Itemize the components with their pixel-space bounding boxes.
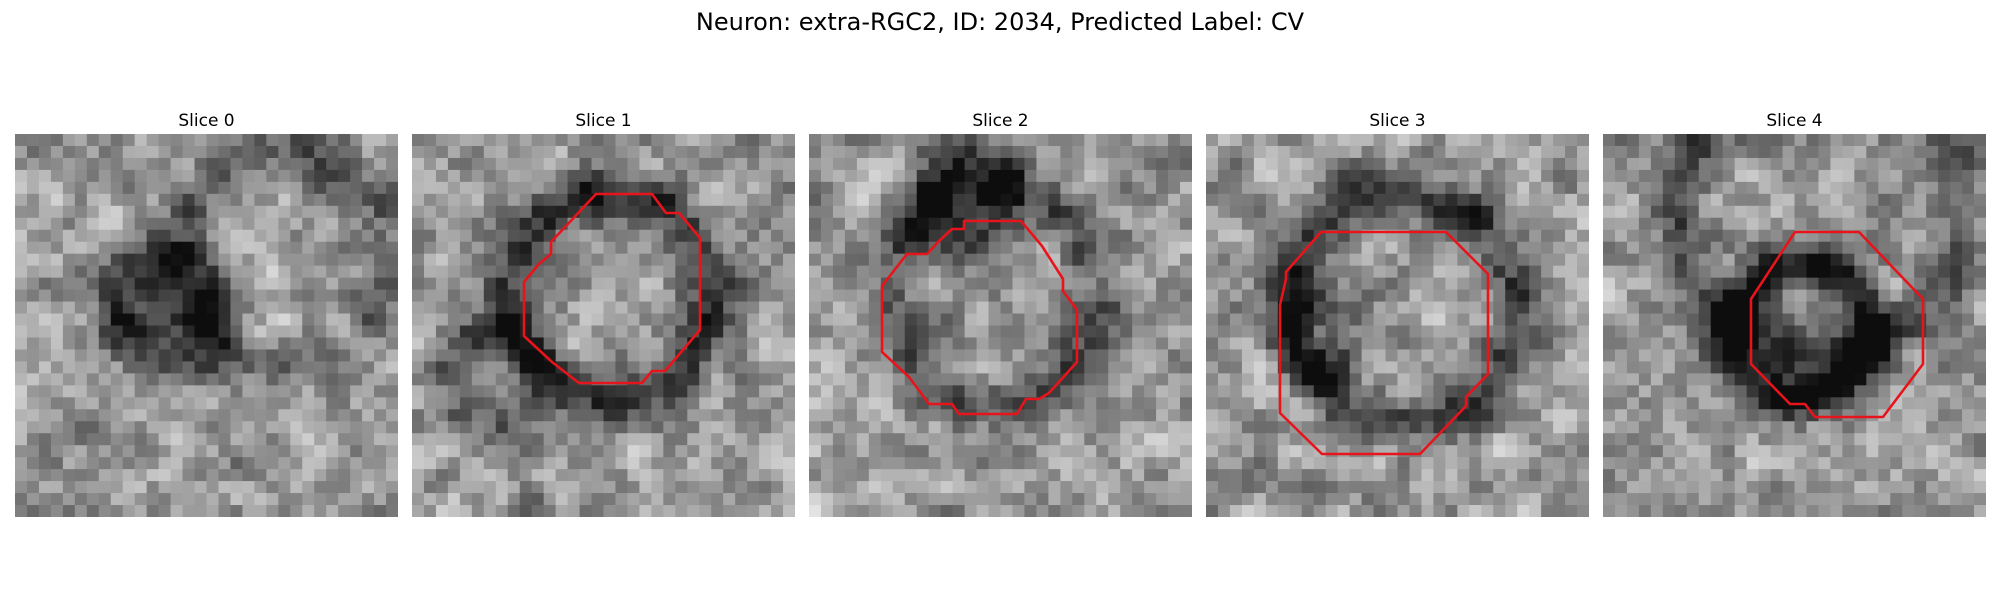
slice-image-4 <box>1603 134 1986 517</box>
slice-0-pixel-grid <box>15 134 398 517</box>
slice-panel-0: Slice 0 <box>15 108 398 517</box>
slice-image-2 <box>809 134 1192 517</box>
slice-image-0 <box>15 134 398 517</box>
slice-2-pixel-grid <box>809 134 1192 517</box>
slice-1-pixel-grid <box>412 134 795 517</box>
slice-panel-4: Slice 4 <box>1603 108 1986 517</box>
slice-4-pixel-grid <box>1603 134 1986 517</box>
slice-panel-3: Slice 3 <box>1206 108 1589 517</box>
slice-title-1: Slice 1 <box>575 111 632 131</box>
slice-2-cell-outline <box>880 219 1079 416</box>
slice-3-pixel-grid <box>1206 134 1589 517</box>
slice-title-0: Slice 0 <box>178 111 235 131</box>
slice-image-3 <box>1206 134 1589 517</box>
figure-title: Neuron: extra-RGC2, ID: 2034, Predicted … <box>695 8 1305 36</box>
slice-title-3: Slice 3 <box>1369 111 1426 131</box>
slice-1-cell-outline <box>522 192 702 385</box>
slice-4-cell-outline <box>1749 230 1925 419</box>
slice-title-2: Slice 2 <box>972 111 1029 131</box>
slice-panel-1: Slice 1 <box>412 108 795 517</box>
slice-image-1 <box>412 134 795 517</box>
slice-panel-2: Slice 2 <box>809 108 1192 517</box>
slice-3-cell-outline <box>1278 230 1490 456</box>
slice-title-4: Slice 4 <box>1766 111 1823 131</box>
